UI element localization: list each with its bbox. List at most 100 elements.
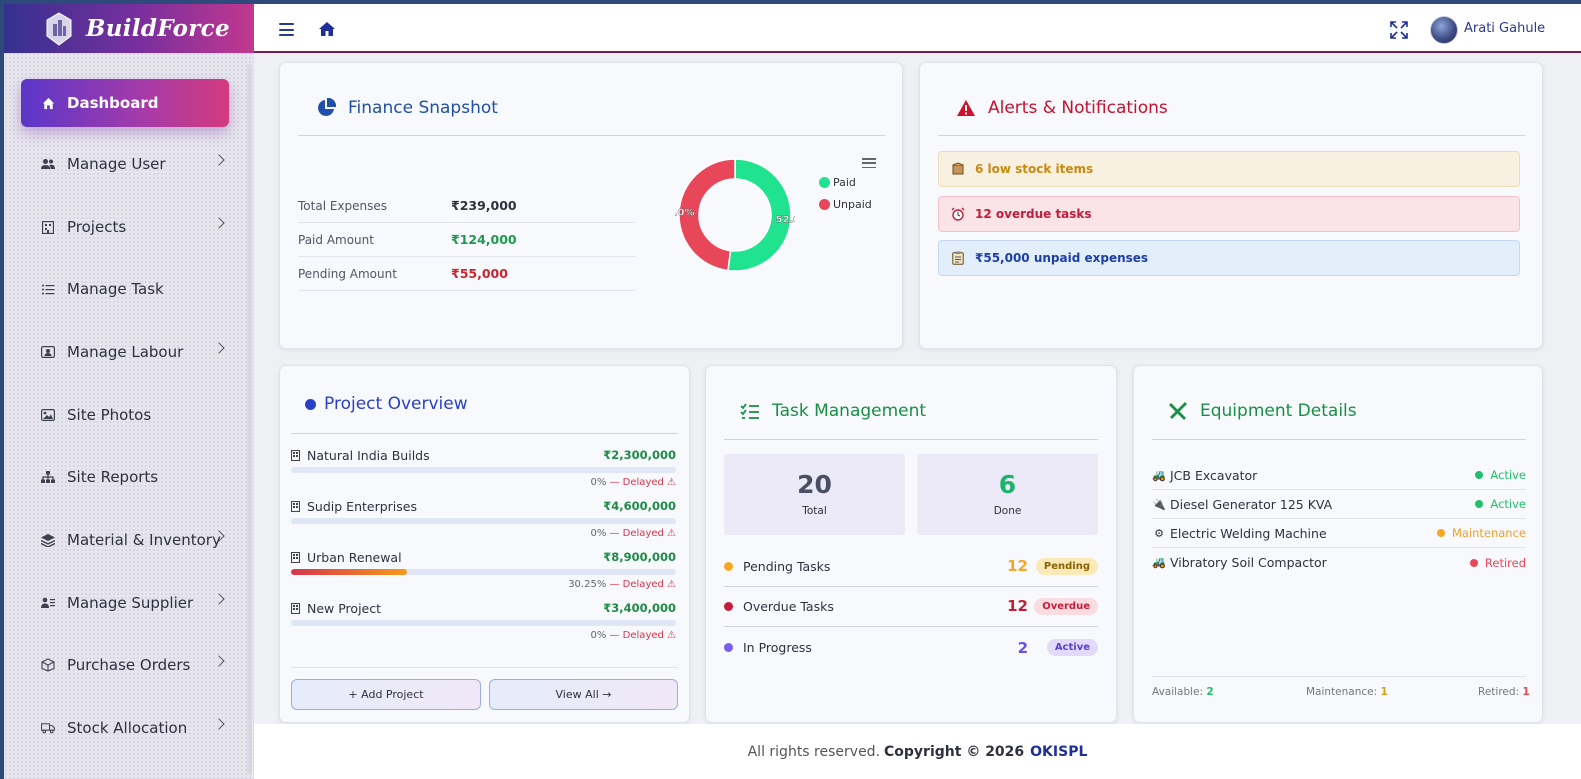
status-dot xyxy=(724,643,733,652)
avatar[interactable] xyxy=(1430,16,1458,44)
equipment-row[interactable]: 🚜 JCB Excavator Active xyxy=(1152,461,1526,490)
project-status: 0% — Delayed ⚠ xyxy=(291,630,676,641)
box-icon xyxy=(41,658,55,672)
project-item[interactable]: Sudip Enterprises ₹4,600,000 0% — Delayed … xyxy=(291,497,676,539)
project-item[interactable]: New Project ₹3,400,000 0% — Delayed ⚠ xyxy=(291,599,676,641)
home-icon[interactable] xyxy=(318,20,336,38)
finance-row: Paid Amount ₹124,000 xyxy=(298,223,635,257)
project-header: Urban Renewal ₹8,900,000 xyxy=(291,548,676,566)
equipment-name: Vibratory Soil Compactor xyxy=(1170,555,1327,570)
chevron-right-icon xyxy=(213,217,225,229)
footer-org-link[interactable]: OKISPL xyxy=(1030,743,1088,760)
finance-row-label: Total Expenses xyxy=(298,198,388,213)
alert-text: 12 overdue tasks xyxy=(975,207,1092,221)
pie-chart-icon xyxy=(316,98,336,118)
buildforce-logo-icon xyxy=(44,11,74,46)
project-progress-bar xyxy=(291,467,676,473)
equipment-status-label: Retired xyxy=(1484,555,1526,570)
project-progress-label: 0% xyxy=(590,528,610,539)
chart-menu-icon[interactable] xyxy=(862,158,876,168)
top-header: Arati Gahule xyxy=(254,4,1581,53)
equipment-available-count: Available: 2 xyxy=(1152,686,1214,698)
project-name-text: Urban Renewal xyxy=(307,549,402,565)
add-project-button[interactable]: + Add Project xyxy=(291,679,481,710)
sidebar-item-stock-allocation[interactable]: Stock Allocation xyxy=(21,704,229,752)
donut-slice-unpaid[interactable] xyxy=(678,158,736,272)
alerts-card: Alerts & Notifications 6 low stock items… xyxy=(919,62,1543,349)
sidebar-item-manage-user[interactable]: Manage User xyxy=(21,140,229,188)
alert-item[interactable]: ₹55,000 unpaid expenses xyxy=(938,240,1520,276)
building-icon xyxy=(291,500,300,512)
sidebar-item-label: Stock Allocation xyxy=(67,719,188,737)
sidebar-item-site-photos[interactable]: Site Photos xyxy=(21,391,229,439)
project-item[interactable]: Urban Renewal ₹8,900,000 30.25% — Delayed … xyxy=(291,548,676,590)
sidebar-item-projects[interactable]: Projects xyxy=(21,203,229,251)
project-name: New Project xyxy=(291,601,381,616)
plug-icon: 🔌 xyxy=(1152,497,1166,511)
sidebar-item-manage-supplier[interactable]: Manage Supplier xyxy=(21,579,229,627)
project-name: Sudip Enterprises xyxy=(291,499,417,514)
checklist-icon xyxy=(740,403,760,419)
equipment-divider xyxy=(1152,439,1526,440)
user-list-icon xyxy=(41,596,55,610)
finance-donut-chart[interactable]: 52.0% 48.0% xyxy=(675,155,795,275)
sidebar-item-purchase-orders[interactable]: Purchase Orders xyxy=(21,641,229,689)
finance-row-value: ₹124,000 xyxy=(451,232,517,247)
legend-item-unpaid[interactable]: Unpaid xyxy=(819,198,872,211)
project-amount: ₹3,400,000 xyxy=(603,601,676,615)
finance-row: Total Expenses ₹239,000 xyxy=(298,189,635,223)
legend-label: Paid xyxy=(833,176,856,189)
task-row[interactable]: Pending Tasks 12 Pending xyxy=(724,546,1098,587)
fullscreen-icon[interactable] xyxy=(1389,20,1409,40)
sidebar-item-label: Purchase Orders xyxy=(67,656,191,674)
brand-header[interactable]: BuildForce xyxy=(4,4,254,53)
sidebar-item-site-reports[interactable]: Site Reports xyxy=(21,453,229,501)
equipment-row[interactable]: ⚙ Electric Welding Machine Maintenance xyxy=(1152,519,1526,548)
alert-item[interactable]: 6 low stock items xyxy=(938,151,1520,187)
project-status: 0% — Delayed ⚠ xyxy=(291,477,676,488)
gear-icon: ⚙ xyxy=(1154,526,1164,540)
alerts-divider xyxy=(938,135,1525,136)
alert-item[interactable]: 12 overdue tasks xyxy=(938,196,1520,232)
warning-icon xyxy=(956,99,976,117)
chevron-right-icon xyxy=(213,154,225,166)
list-icon xyxy=(41,282,55,296)
sidebar-item-manage-task[interactable]: Manage Task xyxy=(21,265,229,313)
equipment-row[interactable]: 🚜 Vibratory Soil Compactor Retired xyxy=(1152,548,1526,577)
sidebar-item-label: Site Photos xyxy=(67,406,152,424)
sidebar-scrollbar[interactable] xyxy=(247,64,252,774)
equipment-retired-count: Retired: 1 xyxy=(1478,686,1530,698)
project-progress-bar xyxy=(291,569,676,575)
finance-row-value: ₹55,000 xyxy=(451,266,508,281)
status-dot xyxy=(724,601,733,611)
project-progress-label: 30.25% xyxy=(568,579,610,590)
clipboard-icon xyxy=(951,251,965,265)
sidebar-item-dashboard[interactable]: Dashboard xyxy=(21,79,229,127)
task-row[interactable]: In Progress 2 Active xyxy=(724,627,1098,668)
sidebar-item-material-inventory[interactable]: Material & Inventory xyxy=(21,516,229,564)
sidebar-item-manage-labour[interactable]: Manage Labour xyxy=(21,328,229,376)
image-icon xyxy=(41,408,55,422)
project-status: 0% — Delayed ⚠ xyxy=(291,528,676,539)
tractor-icon: 🚜 xyxy=(1152,556,1166,569)
status-dot xyxy=(1475,500,1484,508)
hamburger-menu-icon[interactable] xyxy=(279,23,294,36)
equipment-status-label: Active xyxy=(1490,468,1526,482)
legend-label: Unpaid xyxy=(833,198,872,211)
truck-icon xyxy=(41,721,55,735)
legend-dot xyxy=(819,177,830,188)
legend-item-paid[interactable]: Paid xyxy=(819,176,856,189)
task-row[interactable]: Overdue Tasks 12 Overdue xyxy=(724,586,1098,627)
donut-slice-paid[interactable] xyxy=(727,158,792,272)
sidebar-item-label: Dashboard xyxy=(67,94,159,112)
project-name: Natural India Builds xyxy=(291,448,430,463)
finance-row-label: Pending Amount xyxy=(298,266,397,281)
project-name-text: Sudip Enterprises xyxy=(307,498,417,514)
user-name[interactable]: Arati Gahule xyxy=(1464,21,1546,36)
finance-row-label: Paid Amount xyxy=(298,232,374,247)
project-item[interactable]: Natural India Builds ₹2,300,000 0% — Delay… xyxy=(291,446,676,488)
view-all-button[interactable]: View All → xyxy=(489,679,678,710)
equipment-row[interactable]: 🔌 Diesel Generator 125 KVA Active xyxy=(1152,490,1526,519)
sitemap-icon xyxy=(41,470,55,484)
task-row-label: In Progress xyxy=(743,640,812,655)
